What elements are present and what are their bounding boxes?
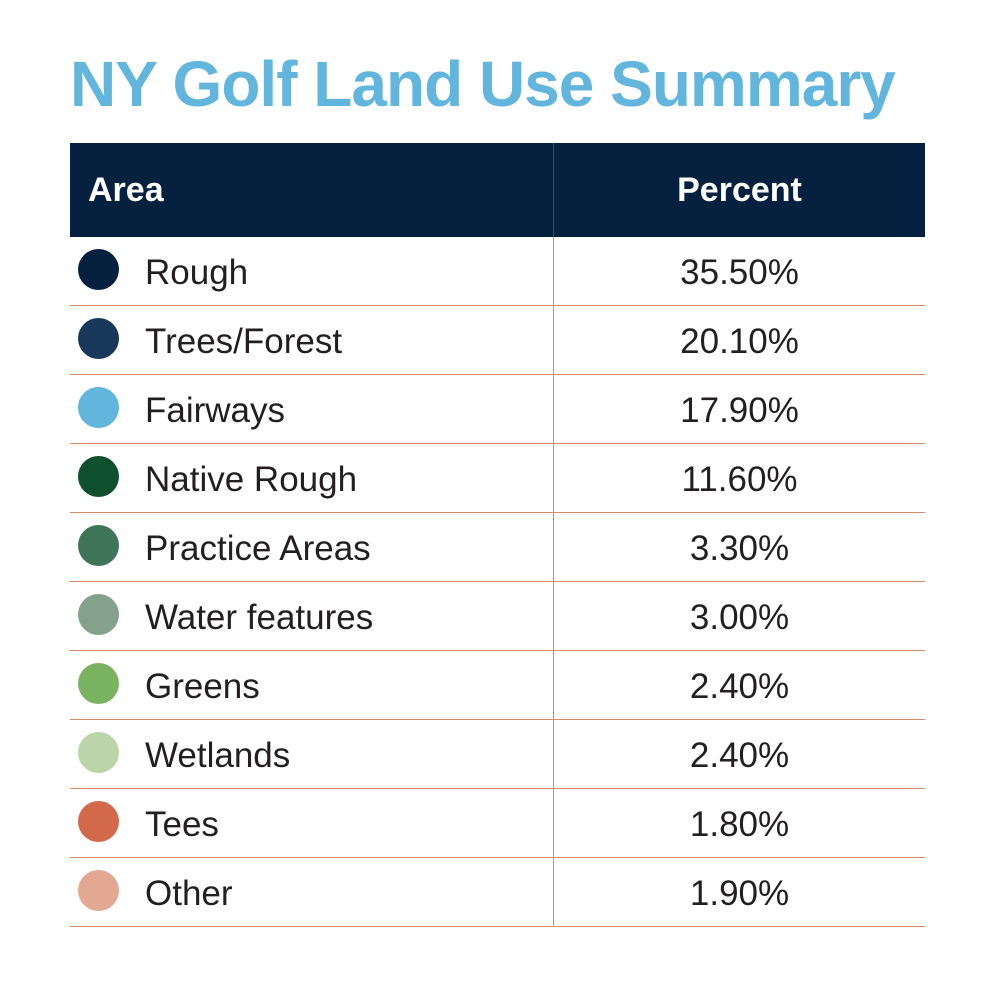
- percent-value: 2.40%: [689, 667, 790, 706]
- percent-value: 1.80%: [689, 805, 790, 844]
- table-row: Wetlands 2.40%: [70, 720, 925, 789]
- table-row: Other 1.90%: [70, 858, 925, 927]
- page-title: NY Golf Land Use Summary: [70, 48, 896, 120]
- legend-swatch-icon: [78, 525, 119, 566]
- percent-value: 17.90%: [680, 391, 799, 430]
- table-row: Fairways 17.90%: [70, 375, 925, 444]
- legend-swatch-icon: [78, 249, 119, 290]
- column-divider: [553, 306, 554, 374]
- area-label: Tees: [145, 805, 219, 844]
- column-header-percent: Percent: [677, 171, 802, 209]
- column-divider: [553, 789, 554, 857]
- legend-swatch-icon: [78, 387, 119, 428]
- table-row: Greens 2.40%: [70, 651, 925, 720]
- percent-value: 1.90%: [689, 874, 790, 913]
- percent-value: 2.40%: [689, 736, 790, 775]
- legend-swatch-icon: [78, 870, 119, 911]
- header-divider: [553, 143, 554, 237]
- column-divider: [553, 237, 554, 305]
- area-label: Greens: [145, 667, 260, 706]
- percent-value: 20.10%: [680, 322, 799, 361]
- area-label: Rough: [145, 253, 249, 292]
- column-divider: [553, 582, 554, 650]
- table-body: Rough 35.50% Trees/Forest 20.10% Fairways 17.…: [70, 237, 925, 927]
- land-use-table: Area Percent Rough 35.50% Trees/Forest 20.1…: [70, 143, 925, 927]
- area-label: Water features: [145, 598, 374, 637]
- table-header: Area Percent: [70, 143, 925, 237]
- column-divider: [553, 858, 554, 926]
- legend-swatch-icon: [78, 732, 119, 773]
- column-header-area: Area: [88, 171, 164, 209]
- column-divider: [553, 720, 554, 788]
- legend-swatch-icon: [78, 663, 119, 704]
- legend-swatch-icon: [78, 318, 119, 359]
- column-divider: [553, 513, 554, 581]
- percent-value: 35.50%: [680, 253, 799, 292]
- column-divider: [553, 375, 554, 443]
- column-divider: [553, 651, 554, 719]
- area-label: Other: [145, 874, 233, 913]
- table-row: Tees 1.80%: [70, 789, 925, 858]
- legend-swatch-icon: [78, 594, 119, 635]
- percent-value: 11.60%: [681, 460, 798, 499]
- table-row: Water features 3.00%: [70, 582, 925, 651]
- legend-swatch-icon: [78, 801, 119, 842]
- percent-value: 3.30%: [689, 529, 790, 568]
- area-label: Trees/Forest: [145, 322, 343, 361]
- table-row: Practice Areas 3.30%: [70, 513, 925, 582]
- column-divider: [553, 444, 554, 512]
- area-label: Native Rough: [145, 460, 358, 499]
- table-row: Trees/Forest 20.10%: [70, 306, 925, 375]
- area-label: Wetlands: [145, 736, 291, 775]
- table-row: Native Rough 11.60%: [70, 444, 925, 513]
- area-label: Fairways: [145, 391, 286, 430]
- percent-value: 3.00%: [689, 598, 790, 637]
- table-row: Rough 35.50%: [70, 237, 925, 306]
- legend-swatch-icon: [78, 456, 119, 497]
- area-label: Practice Areas: [145, 529, 371, 568]
